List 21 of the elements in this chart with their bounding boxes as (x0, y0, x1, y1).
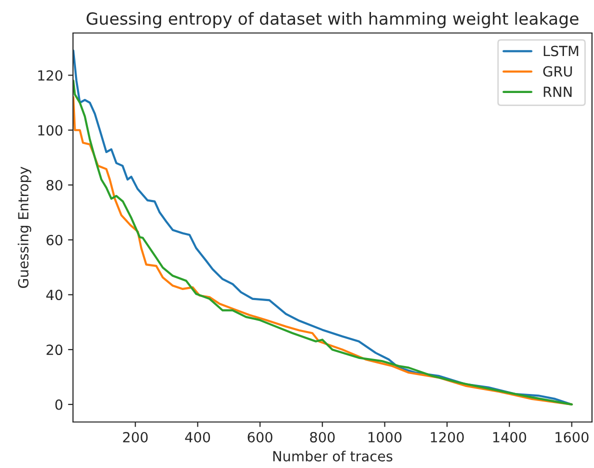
x-tick-label: 200 (123, 432, 148, 442)
y-tick-label: 60 (46, 234, 62, 246)
x-tick-label: 1400 (493, 432, 526, 442)
x-axis-title: Number of traces (273, 450, 392, 462)
y-tick-label: 0 (55, 399, 62, 410)
y-tick-label: 40 (46, 290, 62, 300)
x-tick-label: 400 (185, 432, 210, 442)
y-tick-label: 80 (46, 180, 62, 190)
x-tick-label: 800 (310, 432, 335, 442)
x-tick-label: 1000 (368, 432, 402, 442)
y-axis-title: Guessing Entropy (18, 166, 32, 288)
x-tick-label: 1200 (430, 432, 464, 442)
x-tick-label: 1600 (556, 432, 588, 442)
legend-label: LSTM (544, 46, 578, 56)
y-tick-label: 120 (38, 70, 62, 81)
legend-label: GRU (543, 66, 572, 77)
legend-label: RNN (544, 86, 572, 97)
y-tick-label: 100 (38, 125, 62, 136)
chart-title: Guessing entropy of dataset with hamming weight leakage (86, 12, 578, 28)
y-tick-label: 20 (46, 344, 62, 356)
x-tick-label: 600 (248, 432, 272, 442)
